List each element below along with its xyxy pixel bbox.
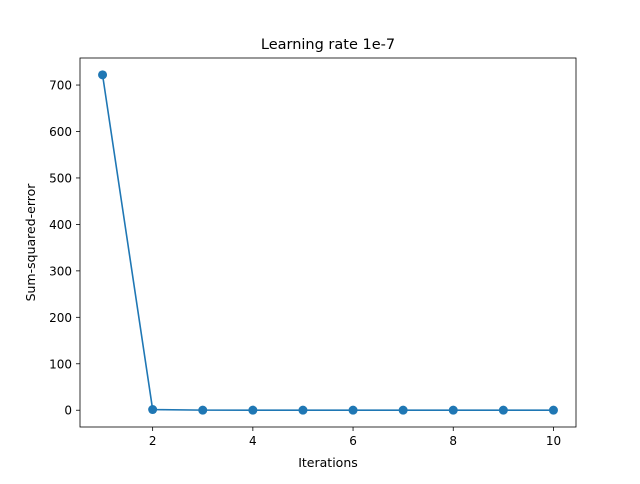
y-axis-ticks: 0 100 200 300 400 500 600 700 [49, 79, 80, 418]
data-point [448, 405, 458, 415]
y-tick-label: 700 [49, 79, 72, 93]
x-tick-label: 10 [546, 434, 561, 448]
data-point [398, 405, 408, 415]
x-tick-label: 6 [349, 434, 357, 448]
series-line [101, 74, 554, 411]
y-tick-label: 200 [49, 311, 72, 325]
chart-title: Learning rate 1e-7 [261, 37, 395, 53]
data-point [148, 405, 158, 415]
data-point [248, 405, 258, 415]
data-point [348, 405, 358, 415]
data-point [548, 405, 558, 415]
data-point [498, 405, 508, 415]
y-tick-label: 0 [64, 404, 72, 418]
data-point [198, 405, 208, 415]
data-point [98, 70, 108, 80]
x-axis-ticks: 2 4 6 8 10 [149, 427, 561, 448]
data-point [298, 405, 308, 415]
y-axis-label: Sum-squared-error [23, 183, 38, 302]
y-tick-label: 400 [49, 218, 72, 232]
x-tick-label: 2 [149, 434, 157, 448]
y-tick-label: 100 [49, 357, 72, 371]
y-tick-label: 300 [49, 264, 72, 278]
axes-frame [79, 57, 577, 428]
x-axis-label: Iterations [298, 455, 358, 470]
series-layer [98, 70, 558, 415]
x-tick-label: 4 [249, 434, 257, 448]
y-tick-label: 600 [49, 125, 72, 139]
y-tick-label: 500 [49, 171, 72, 185]
x-tick-label: 8 [449, 434, 457, 448]
